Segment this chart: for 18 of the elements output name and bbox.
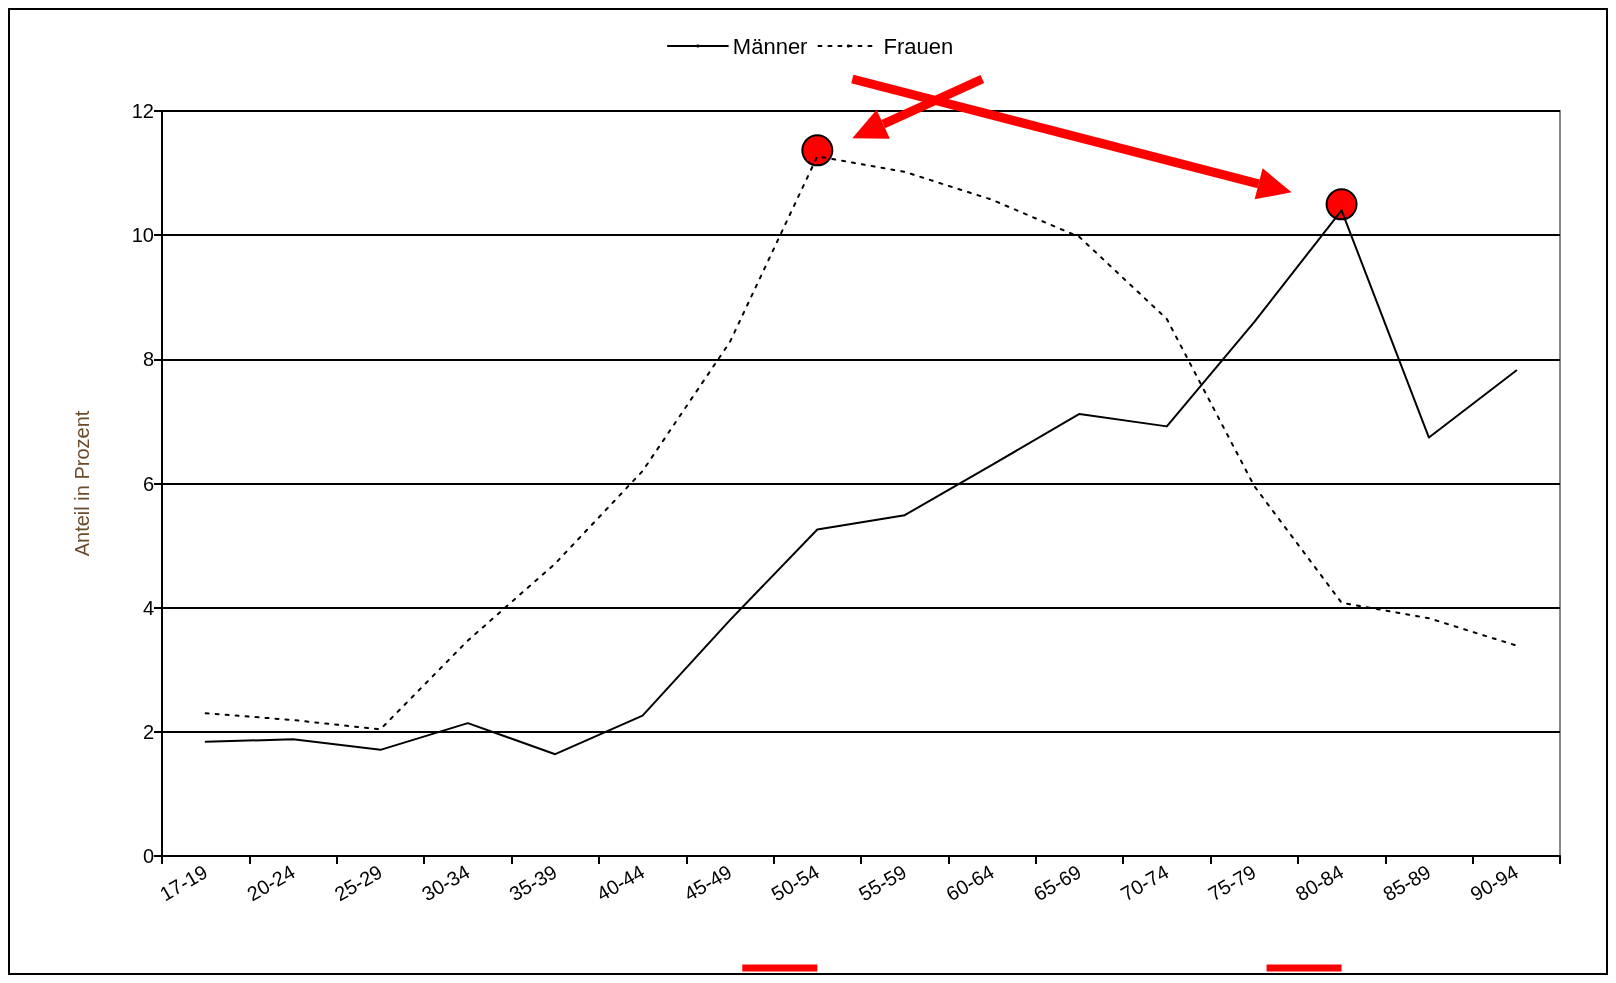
y-tick-label: 10 (131, 224, 154, 247)
legend-label: Frauen (883, 33, 954, 59)
x-tick-label: 65-69 (1029, 860, 1085, 906)
legend-label: Männer (732, 33, 808, 59)
y-tick-label: 6 (142, 472, 154, 495)
y-tick-label: 8 (142, 348, 154, 371)
x-tick-label: 40-44 (592, 860, 649, 906)
x-tick-label: 80-84 (1291, 860, 1348, 906)
x-tick-label: 85-89 (1379, 860, 1435, 906)
y-tick-label: 2 (142, 720, 154, 743)
x-tick-label: 75-79 (1204, 860, 1260, 906)
x-tick-label: 35-39 (505, 860, 561, 906)
y-tick-label: 0 (142, 845, 154, 867)
y-axis-title: Anteil in Prozent (71, 410, 93, 557)
x-tick-label: 45-49 (680, 860, 736, 906)
y-tick-label: 12 (131, 100, 154, 122)
y-tick-label: 4 (142, 596, 154, 619)
x-tick-label: 55-59 (854, 860, 911, 906)
